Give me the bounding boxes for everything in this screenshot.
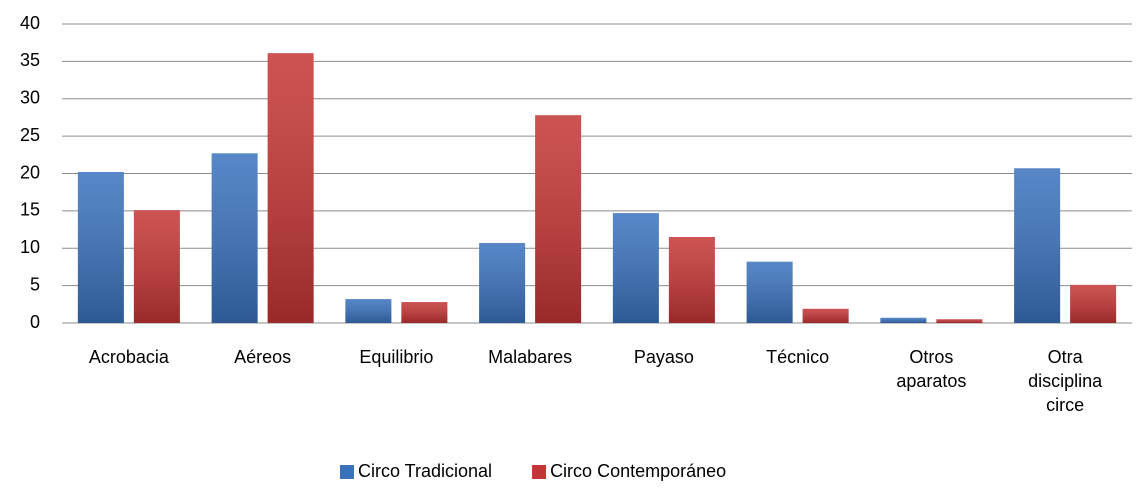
x-tick-label: Otros aparatos (896, 347, 967, 391)
x-tick-label: Malabares (488, 347, 573, 367)
x-tick-label: Técnico (766, 347, 830, 367)
x-tick-label: Aéreos (234, 347, 292, 367)
bar (535, 115, 582, 323)
x-tick-label: Otra disciplina circe (1028, 347, 1103, 415)
y-tick-label: 0 (30, 312, 40, 332)
y-tick-label: 40 (20, 13, 40, 33)
y-tick-label: 10 (20, 237, 40, 257)
y-tick-label: 30 (20, 88, 40, 108)
bar (936, 319, 983, 323)
x-tick-label: Payaso (633, 347, 694, 367)
legend-label: Circo Contemporáneo (550, 461, 726, 481)
bar (746, 261, 793, 323)
bar (802, 308, 849, 323)
y-tick-label: 35 (20, 50, 40, 70)
y-tick-label: 20 (20, 162, 40, 182)
bar (479, 243, 526, 323)
bar (267, 53, 314, 324)
bar (345, 299, 392, 323)
legend-swatch (532, 465, 547, 479)
bar (612, 213, 659, 323)
x-tick-label: Acrobacia (88, 347, 169, 367)
y-tick-label: 5 (30, 274, 40, 294)
bar (880, 317, 927, 323)
bar (668, 237, 715, 323)
legend-swatch (340, 465, 354, 479)
legend-label: Circo Tradicional (358, 461, 492, 481)
bar (1014, 168, 1061, 323)
y-tick-label: 25 (20, 125, 40, 145)
bar (133, 210, 180, 323)
y-tick-label: 15 (20, 200, 40, 220)
bar (1070, 284, 1117, 323)
x-tick-label: Equilibrio (359, 347, 434, 367)
bar (401, 302, 448, 323)
bar (77, 172, 124, 323)
bar (211, 153, 258, 323)
